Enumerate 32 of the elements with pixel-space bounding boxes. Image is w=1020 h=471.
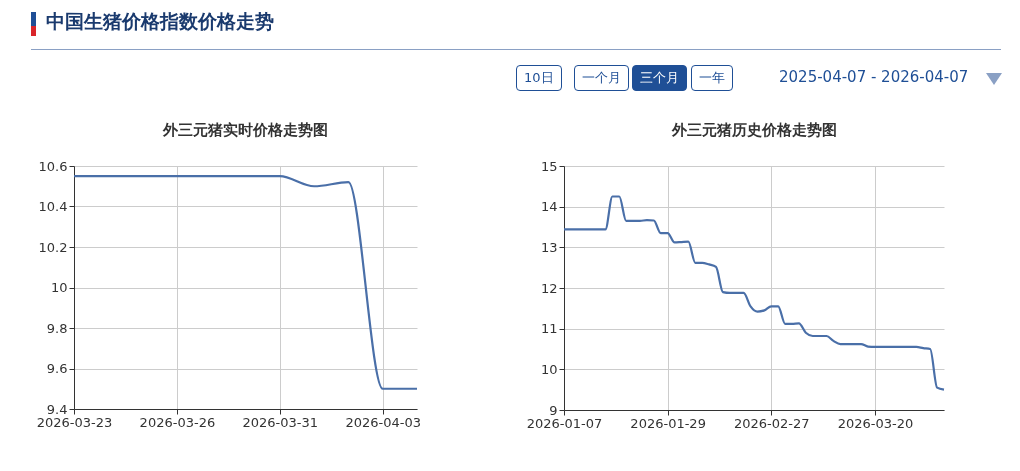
y-tick-label: 9.6	[46, 361, 68, 376]
x-tick-label: 2026-02-27	[733, 415, 810, 431]
line-series	[72, 175, 419, 390]
y-tick-label: 9	[549, 402, 558, 418]
y-tick-label: 10	[540, 361, 558, 377]
y-tick-label: 14	[540, 199, 558, 215]
y-tick-label: 9.8	[46, 320, 68, 336]
y-tick-label: 10.4	[38, 199, 68, 214]
y-tick-label: 9.4	[46, 401, 68, 417]
y-tick-label: 15	[540, 158, 558, 174]
text: 一年	[691, 65, 733, 91]
text: 一个月	[574, 65, 629, 91]
x-tick-label: 2026-03-20	[837, 415, 914, 431]
x-tick-label: 2026-01-07	[526, 415, 603, 431]
y-tick-label: 11	[540, 321, 558, 337]
chart-title: 外三元猪实时价格走势图	[162, 121, 328, 139]
text: 10日	[516, 65, 562, 91]
x-tick-label: 2026-01-29	[630, 415, 706, 431]
y-tick-label: 10	[50, 280, 68, 295]
x-tick-label: 2026-03-26	[139, 414, 216, 430]
y-tick-label: 12	[540, 280, 558, 296]
x-tick-label: 2026-03-31	[242, 414, 319, 430]
text: 2025-04-07 - 2026-04-07	[779, 68, 969, 86]
y-tick-label: 13	[540, 239, 558, 255]
chart-title: 外三元猪历史价格走势图	[670, 121, 837, 139]
line-series	[562, 195, 946, 391]
y-tick-label: 10.2	[38, 239, 68, 255]
text: 中国生猪价格指数价格走势	[46, 9, 274, 34]
y-tick-label: 10.6	[38, 158, 68, 174]
text: 三个月	[632, 65, 687, 91]
x-tick-label: 2026-03-23	[36, 414, 113, 430]
x-tick-label: 2026-04-03	[345, 414, 421, 430]
